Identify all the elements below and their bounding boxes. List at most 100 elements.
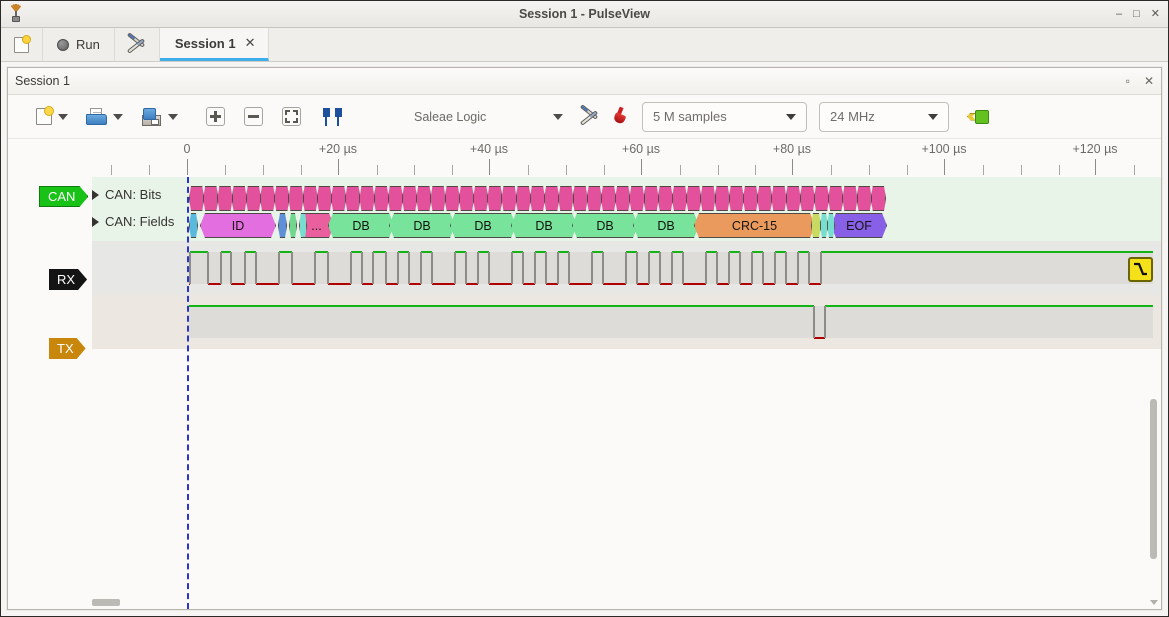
annotation-cell-field[interactable] [827,213,835,238]
annotation-cell-bit[interactable] [416,186,431,211]
trace-view[interactable]: 0 +20 µs +40 µs +60 µs +80 µs +100 µs +120 µs … [8,139,1161,609]
device-settings-button[interactable] [579,103,601,127]
annotation-cell-bit[interactable] [700,186,715,211]
minimize-button[interactable]: – [1116,7,1123,20]
annotation-cell-bit[interactable] [544,186,559,211]
annotation-cell-bit[interactable] [359,186,374,211]
annotation-cell-bit[interactable] [629,186,644,211]
zoom-in-button[interactable] [206,107,225,126]
annotation-cell-field[interactable]: CRC-15 [694,213,815,238]
annotation-cell-field[interactable]: DB [450,213,516,238]
open-button[interactable] [86,108,107,125]
annotation-cell-bit[interactable] [430,186,445,211]
annotation-cell-bit[interactable] [246,186,261,211]
horizontal-scrollbar-thumb[interactable] [92,599,120,606]
annotation-cell-bit[interactable] [615,186,630,211]
annotation-cell-bit[interactable] [345,186,360,211]
run-button[interactable]: Run [43,28,115,61]
trigger-marker-badge[interactable] [1128,257,1153,282]
annotation-cell-bit[interactable] [743,186,758,211]
annotation-cell-bit[interactable] [686,186,701,211]
trigger-cursor-line[interactable] [187,177,189,609]
annotation-cell-field[interactable]: DB [328,213,394,238]
decoder-row-fields[interactable]: CAN: Fields [92,214,174,229]
annotation-cell-field[interactable]: ID [200,213,276,238]
show-cursors-button[interactable] [323,107,345,126]
expander-triangle-icon[interactable] [92,216,99,227]
sample-rate-selector[interactable]: 24 MHz [819,101,949,132]
annotation-cell-bit[interactable] [317,186,332,211]
annotation-cell-field[interactable]: EOF [831,213,887,238]
annotation-cell-bit[interactable] [516,186,531,211]
annotation-cell-bit[interactable] [842,186,857,211]
new-button[interactable] [36,106,54,125]
annotation-cell-bit[interactable] [402,186,417,211]
annotation-cell-field[interactable]: DB [633,213,699,238]
horizontal-scrollbar[interactable] [92,599,1142,607]
annotation-row-bits[interactable] [8,186,1161,211]
annotation-cell-bit[interactable] [189,186,204,211]
annotation-cell-bit[interactable] [601,186,616,211]
zoom-fit-button[interactable] [282,107,301,126]
annotation-cell-bit[interactable] [501,186,516,211]
annotation-cell-bit[interactable] [587,186,602,211]
annotation-cell-bit[interactable] [771,186,786,211]
annotation-cell-bit[interactable] [374,186,389,211]
decoder-row-bits[interactable]: CAN: Bits [92,187,161,202]
annotation-cell-bit[interactable] [558,186,573,211]
maximize-button[interactable]: □ [1133,7,1140,20]
annotation-cell-bit[interactable] [729,186,744,211]
annotation-cell-bit[interactable] [303,186,318,211]
annotation-cell-bit[interactable] [473,186,488,211]
annotation-cell-field[interactable] [189,213,198,238]
annotation-cell-bit[interactable] [530,186,545,211]
annotation-cell-bit[interactable] [445,186,460,211]
save-button[interactable] [141,107,162,126]
annotation-cell-bit[interactable] [757,186,772,211]
vertical-scrollbar-thumb[interactable] [1150,399,1157,559]
annotation-cell-bit[interactable] [260,186,275,211]
new-dropdown-chevron-down-icon[interactable] [58,113,68,120]
annotation-cell-bit[interactable] [658,186,673,211]
open-dropdown-chevron-down-icon[interactable] [113,113,123,120]
new-session-button[interactable] [1,28,43,61]
annotation-cell-bit[interactable] [274,186,289,211]
annotation-cell-bit[interactable] [800,186,815,211]
save-dropdown-chevron-down-icon[interactable] [168,113,178,120]
annotation-cell-bit[interactable] [232,186,247,211]
global-settings-button[interactable] [115,28,160,61]
channel-badge-rx[interactable]: RX [49,269,87,290]
annotation-cell-bit[interactable] [573,186,588,211]
close-icon[interactable]: ✕ [1143,74,1154,88]
annotation-cell-bit[interactable] [644,186,659,211]
restore-button[interactable]: ▫ [1125,74,1130,88]
expander-triangle-icon[interactable] [92,189,99,200]
probe-button[interactable] [611,106,629,127]
annotation-cell-field[interactable] [299,213,307,238]
annotation-cell-bit[interactable] [388,186,403,211]
close-icon[interactable]: ✕ [244,35,256,50]
tab-session-1[interactable]: Session 1 ✕ [159,28,270,61]
annotation-cell-field[interactable] [820,213,828,238]
annotation-cell-field[interactable] [289,213,297,238]
annotation-cell-bit[interactable] [203,186,218,211]
annotation-cell-field[interactable]: DB [389,213,455,238]
annotation-cell-bit[interactable] [459,186,474,211]
annotation-cell-field[interactable]: DB [511,213,577,238]
decoder-badge-can[interactable]: CAN [39,186,88,207]
scroll-down-arrow-icon[interactable] [1150,600,1158,605]
annotation-cell-bit[interactable] [672,186,687,211]
zoom-out-button[interactable] [244,107,263,126]
annotation-cell-field[interactable] [811,213,821,238]
annotation-cell-bit[interactable] [715,186,730,211]
vertical-scrollbar[interactable] [1149,177,1158,605]
annotation-cell-bit[interactable] [828,186,843,211]
channel-badge-tx[interactable]: TX [49,338,86,359]
annotation-cell-bit[interactable] [786,186,801,211]
annotation-cell-bit[interactable] [288,186,303,211]
sample-count-selector[interactable]: 5 M samples [642,101,807,132]
annotation-cell-bit[interactable] [857,186,872,211]
close-button[interactable]: ✕ [1150,7,1160,20]
annotation-cell-bit[interactable] [331,186,346,211]
annotation-cell-bit[interactable] [814,186,829,211]
